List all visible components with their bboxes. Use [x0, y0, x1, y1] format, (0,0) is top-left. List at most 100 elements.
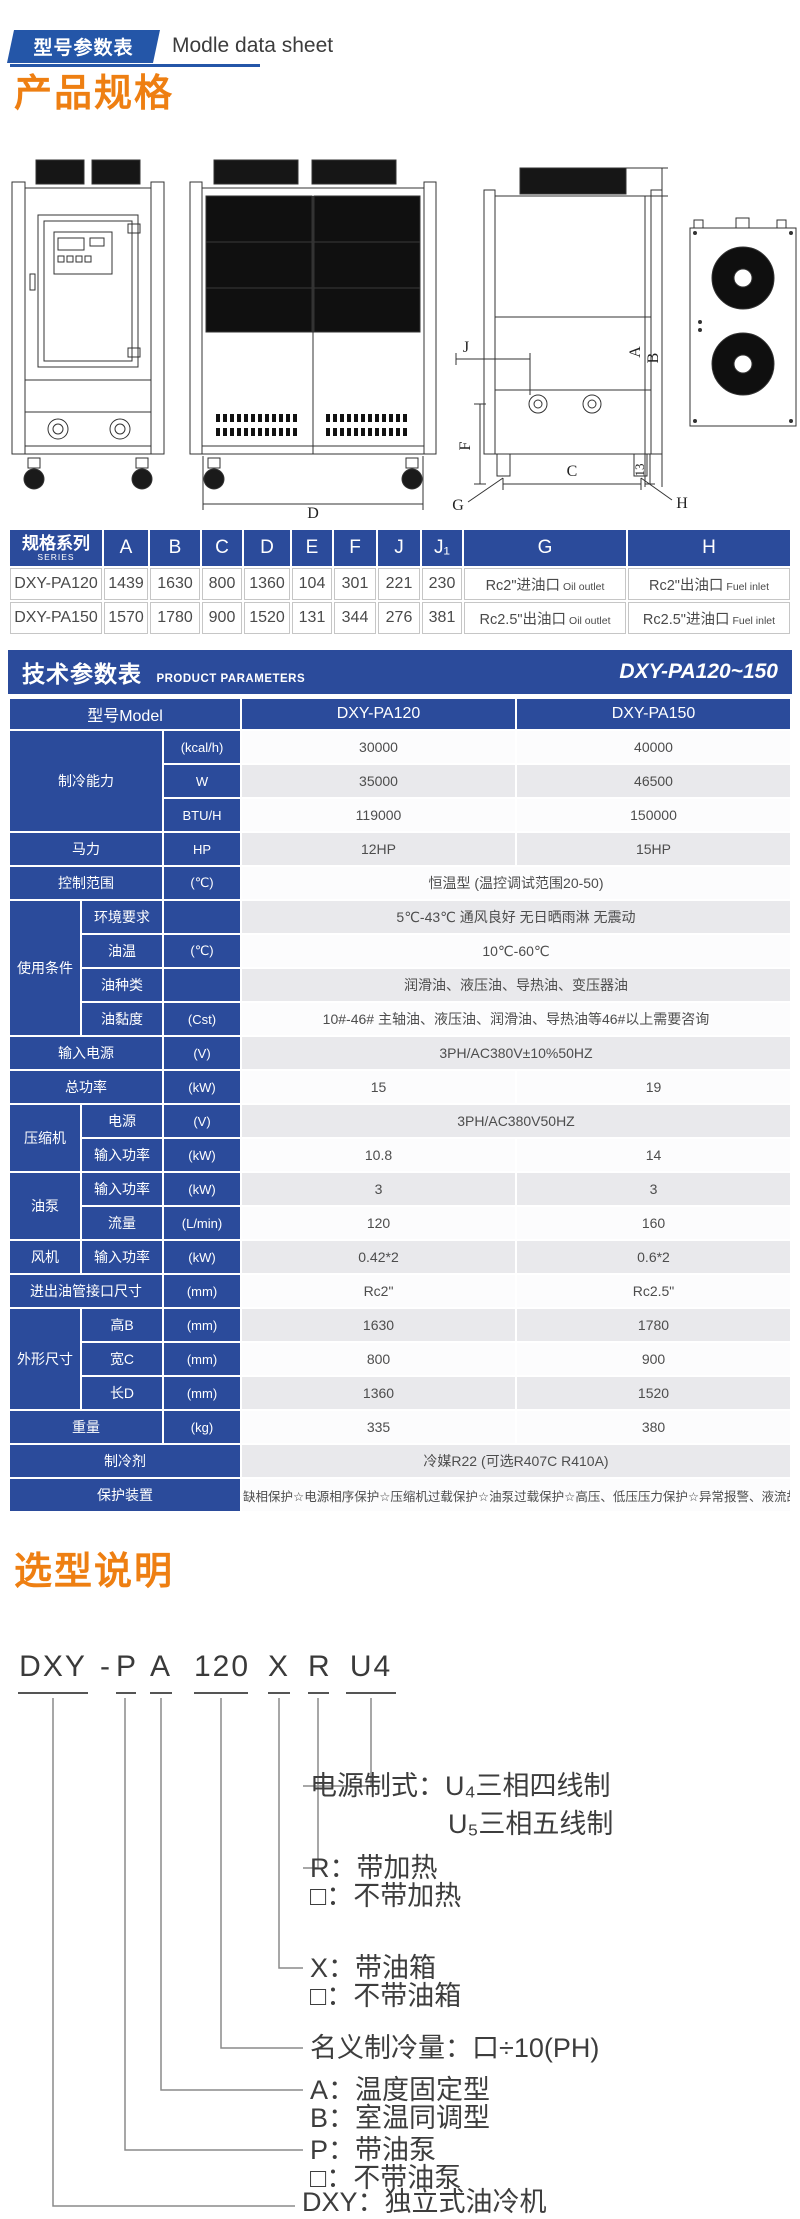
- table-row: 总功率 (kW) 15 19: [10, 1071, 790, 1103]
- dim-cell: 131: [292, 602, 332, 634]
- param-value: 380: [517, 1411, 790, 1443]
- param-value: 0.6*2: [517, 1241, 790, 1273]
- dim-cell: 344: [334, 602, 376, 634]
- dim-cell: 230: [422, 568, 462, 600]
- dims-header-c: C: [202, 530, 242, 566]
- code-part-dash: -: [100, 1650, 112, 1683]
- annotation-capacity: 名义制冷量：口÷10(PH): [310, 2033, 600, 2063]
- param-unit: (L/min): [164, 1207, 240, 1239]
- annotation-heater-none: □：不带加热: [310, 1881, 462, 1911]
- dims-header-row: 规格系列 SERIES A B C D E F J J₁ G H: [10, 530, 790, 566]
- code-part-a: A: [150, 1650, 172, 1694]
- table-row: W 35000 46500: [10, 765, 790, 797]
- param-unit: (kW): [164, 1071, 240, 1103]
- param-value: Rc2.5": [517, 1275, 790, 1307]
- dim-label-j: J: [463, 339, 469, 356]
- param-group: 风机: [10, 1241, 80, 1273]
- param-value: 335: [242, 1411, 515, 1443]
- param-value: 30000: [242, 731, 515, 763]
- dim-cell: 276: [378, 602, 420, 634]
- param-value: 160: [517, 1207, 790, 1239]
- dims-header-g: G: [464, 530, 626, 566]
- table-row: 油种类 润滑油、液压油、导热油、变压器油: [10, 969, 790, 1001]
- dim-cell: 1439: [104, 568, 148, 600]
- param-unit: [164, 901, 240, 933]
- param-value: 缺相保护☆电源相序保护☆压缩机过载保护☆油泵过载保护☆高压、低压压力保护☆异常报…: [242, 1479, 790, 1511]
- param-label: 油黏度: [82, 1003, 162, 1035]
- annotation-tank: X：带油箱: [310, 1953, 437, 1983]
- param-value: 润滑油、液压油、导热油、变压器油: [242, 969, 790, 1001]
- param-label: 重量: [10, 1411, 162, 1443]
- param-value: 14: [517, 1139, 790, 1171]
- param-unit: (mm): [164, 1275, 240, 1307]
- table-row: 油黏度 (Cst) 10#-46# 主轴油、液压油、润滑油、导热油等46#以上需…: [10, 1003, 790, 1035]
- annotation-pump: P：带油泵: [310, 2135, 437, 2165]
- param-value: 1360: [242, 1377, 515, 1409]
- table-row: DXY-PA120 1439 1630 800 1360 104 301 221…: [10, 568, 790, 600]
- param-unit: BTU/H: [164, 799, 240, 831]
- table-row: 重量 (kg) 335 380: [10, 1411, 790, 1443]
- sheet-badge-label: 型号参数表: [33, 38, 134, 59]
- dim-cell: 381: [422, 602, 462, 634]
- table-row: 控制范围 (℃) 恒温型 (温控调试范围20-50): [10, 867, 790, 899]
- technical-drawing: D J A B F C G H 13: [11, 159, 797, 520]
- table-row: 油温 (℃) 10℃-60℃: [10, 935, 790, 967]
- code-part-r: R: [308, 1650, 330, 1694]
- param-value: 冷媒R22 (可选R407C R410A): [242, 1445, 790, 1477]
- dims-model: DXY-PA120: [10, 568, 102, 600]
- param-value: 12HP: [242, 833, 515, 865]
- annotation-tank-none: □：不带油箱: [310, 1981, 462, 2011]
- dims-table: 规格系列 SERIES A B C D E F J J₁ G H DXY-PA1…: [8, 528, 792, 636]
- table-row: 制冷剂 冷媒R22 (可选R407C R410A): [10, 1445, 790, 1477]
- annotation-dxy: DXY：独立式油冷机: [302, 2187, 547, 2217]
- params-header-model: 型号Model: [10, 699, 240, 729]
- dims-header-a: A: [104, 530, 148, 566]
- params-band: 技术参数表 PRODUCT PARAMETERS DXY-PA120~150: [8, 650, 792, 694]
- params-header-m1: DXY-PA120: [242, 699, 515, 729]
- param-label: 控制范围: [10, 867, 162, 899]
- rear-view: [455, 167, 673, 503]
- param-unit: (mm): [164, 1309, 240, 1341]
- param-label: 油种类: [82, 969, 162, 1001]
- code-part-dxy: DXY: [18, 1650, 88, 1694]
- table-row: 风机 输入功率 (kW) 0.42*2 0.6*2: [10, 1241, 790, 1273]
- param-value: 3PH/AC380V50HZ: [242, 1105, 790, 1137]
- dim-label-d: D: [307, 505, 319, 520]
- dims-header-d: D: [244, 530, 290, 566]
- param-unit: (℃): [164, 867, 240, 899]
- dim-cell: 1780: [150, 602, 200, 634]
- dims-header-f: F: [334, 530, 376, 566]
- param-label: 高B: [82, 1309, 162, 1341]
- code-part-p: P: [116, 1650, 136, 1694]
- sheet-subtitle: Modle data sheet: [172, 34, 334, 57]
- param-unit: (kW): [164, 1241, 240, 1273]
- param-value: 800: [242, 1343, 515, 1375]
- header-rule: [10, 64, 260, 67]
- dim-cell: 1570: [104, 602, 148, 634]
- param-label: 油温: [82, 935, 162, 967]
- table-row: 长D (mm) 1360 1520: [10, 1377, 790, 1409]
- code-part-x: X: [268, 1650, 290, 1694]
- table-row: 油泵 输入功率 (kW) 3 3: [10, 1173, 790, 1239]
- param-value: 5℃-43℃ 通风良好 无日晒雨淋 无震动: [242, 901, 790, 933]
- param-group: 油泵: [10, 1173, 80, 1239]
- param-label: 输入功率: [82, 1173, 162, 1205]
- fan-view: [689, 217, 797, 427]
- dim-label-a: A: [627, 346, 644, 358]
- param-unit: [164, 969, 240, 1001]
- dim-cell: 104: [292, 568, 332, 600]
- param-unit: (kW): [164, 1139, 240, 1171]
- param-unit: W: [164, 765, 240, 797]
- params-header-m2: DXY-PA150: [517, 699, 790, 729]
- dims-model: DXY-PA150: [10, 602, 102, 634]
- param-value: 10.8: [242, 1139, 515, 1171]
- dims-header-series: 规格系列 SERIES: [10, 530, 102, 566]
- params-band-title: 技术参数表: [22, 661, 142, 687]
- param-label: 电源: [82, 1105, 162, 1137]
- param-value: 120: [242, 1207, 515, 1239]
- param-label: 制冷剂: [10, 1445, 240, 1477]
- section-title-selection: 选型说明: [14, 1551, 175, 1593]
- param-label: 宽C: [82, 1343, 162, 1375]
- table-row: 输入电源 (V) 3PH/AC380V±10%50HZ: [10, 1037, 790, 1069]
- code-connector-lines: [52, 1698, 372, 2207]
